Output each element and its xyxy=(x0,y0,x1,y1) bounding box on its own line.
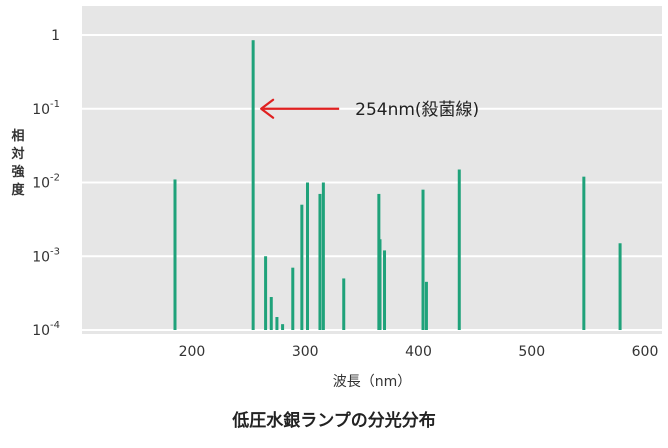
y-tick-label: 10-2 xyxy=(32,173,60,192)
spectral-line-bar xyxy=(281,324,285,330)
spectral-line-bar xyxy=(618,243,622,330)
x-tick-label: 200 xyxy=(179,344,206,360)
spectral-line-bar xyxy=(342,278,346,330)
spectral-line-bar xyxy=(321,182,325,330)
spectral-line-bar xyxy=(275,317,279,330)
x-tick-label: 500 xyxy=(518,344,545,360)
y-tick-label: 10-3 xyxy=(32,246,60,265)
grid-lines xyxy=(82,34,662,331)
y-axis-label: 相対強度 xyxy=(10,128,25,198)
spectral-line-bar xyxy=(424,281,428,330)
y-tick-labels: 1 10-1 10-2 10-3 10-4 xyxy=(32,28,60,339)
annotation-text: 254nm(殺菌線) xyxy=(355,100,479,120)
x-axis-label: 波長（nm） xyxy=(333,374,412,390)
spectral-line-bar xyxy=(251,40,255,330)
spectral-line-bar xyxy=(383,250,387,330)
chart-title: 低圧水銀ランプの分光分布 xyxy=(232,411,436,431)
spectral-line-bar xyxy=(264,256,268,330)
x-tick-labels: 200 300 400 500 600 xyxy=(179,344,659,360)
spectral-line-bar xyxy=(306,182,310,330)
spectral-line-bar xyxy=(269,297,273,330)
plot-background xyxy=(82,6,662,334)
spectral-line-bar xyxy=(173,179,177,330)
spectral-line-bar xyxy=(318,193,322,330)
y-tick-label: 1 xyxy=(51,28,60,44)
spectral-line-bar xyxy=(582,176,586,330)
annotation-arrow-head xyxy=(260,98,275,119)
spectral-line-bar xyxy=(300,204,304,330)
x-tick-label: 400 xyxy=(405,344,432,360)
annotation: 254nm(殺菌線) xyxy=(260,98,479,120)
x-tick-label: 300 xyxy=(292,344,319,360)
spectrum-chart: 1 10-1 10-2 10-3 10-4 200 300 400 500 600 254nm(… xyxy=(10,6,662,390)
y-tick-label: 10-4 xyxy=(32,320,60,339)
spectral-line-bar xyxy=(378,239,382,330)
spectral-line-bar xyxy=(291,267,295,330)
spectral-line-bar xyxy=(421,189,425,330)
y-tick-label: 10-1 xyxy=(32,99,60,118)
x-tick-label: 600 xyxy=(632,344,659,360)
spectral-line-bar xyxy=(457,169,461,330)
spectral-lines xyxy=(173,40,622,330)
